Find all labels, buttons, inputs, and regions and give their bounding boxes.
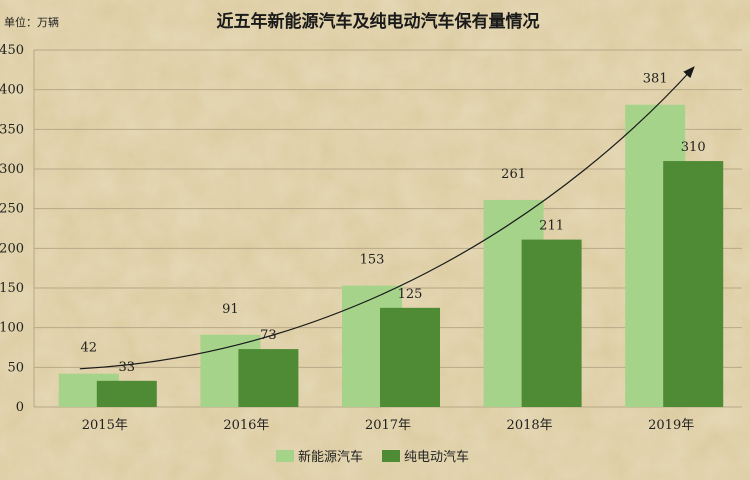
y-tick-label: 50 xyxy=(7,360,24,375)
data-label-new-energy: 91 xyxy=(222,302,239,317)
trend-curve xyxy=(79,66,695,370)
data-labels: 42 33 91 73 153 125 261 211 381 310 xyxy=(81,72,706,375)
data-label-pure-electric: 310 xyxy=(681,140,706,155)
data-label-new-energy: 42 xyxy=(81,341,98,356)
y-tick-label: 150 xyxy=(0,281,24,296)
grid-lines xyxy=(33,49,742,408)
chart-title: 近五年新能源汽车及纯电动汽车保有量情况 xyxy=(217,11,540,32)
data-label-pure-electric: 125 xyxy=(398,287,423,302)
y-tick-label: 350 xyxy=(0,122,24,137)
data-label-new-energy: 381 xyxy=(643,72,668,87)
x-tick-label: 2018年 xyxy=(507,418,553,433)
legend-label-new-energy: 新能源汽车 xyxy=(298,449,363,465)
y-tick-label: 100 xyxy=(0,321,24,336)
y-tick-label: 200 xyxy=(0,241,24,256)
y-tick-label: 0 xyxy=(16,400,24,415)
x-tick-label: 2015年 xyxy=(82,418,128,433)
x-tick-label: 2016年 xyxy=(223,418,269,433)
bar-pure-electric xyxy=(238,349,299,407)
bar-pure-electric xyxy=(663,161,724,407)
legend-label-pure-electric: 纯电动汽车 xyxy=(404,449,469,465)
trend-arrow xyxy=(79,66,695,370)
x-tick-label: 2017年 xyxy=(365,418,411,433)
bar-pure-electric xyxy=(380,307,440,407)
legend-swatch-pure-electric xyxy=(382,450,400,462)
bar-pure-electric xyxy=(521,239,582,407)
x-axis: 2015年 2016年 2017年 2018年 2019年 xyxy=(82,418,694,433)
data-label-new-energy: 261 xyxy=(501,167,526,182)
data-label-pure-electric: 73 xyxy=(260,328,277,343)
unit-label: 单位：万辆 xyxy=(4,15,59,29)
data-label-pure-electric: 211 xyxy=(539,219,564,234)
legend: 新能源汽车 纯电动汽车 xyxy=(276,449,469,465)
y-tick-label: 300 xyxy=(0,162,24,177)
legend-swatch-new-energy xyxy=(276,450,294,462)
y-tick-label: 400 xyxy=(0,83,24,98)
data-label-new-energy: 153 xyxy=(360,253,385,268)
x-tick-label: 2019年 xyxy=(648,418,694,433)
bars xyxy=(58,104,724,408)
data-label-pure-electric: 33 xyxy=(119,360,136,375)
y-axis: 0 50 100 150 200 250 300 350 400 450 xyxy=(0,43,24,415)
y-tick-label: 450 xyxy=(0,43,24,58)
bar-pure-electric xyxy=(96,380,157,407)
y-tick-label: 250 xyxy=(0,202,24,217)
